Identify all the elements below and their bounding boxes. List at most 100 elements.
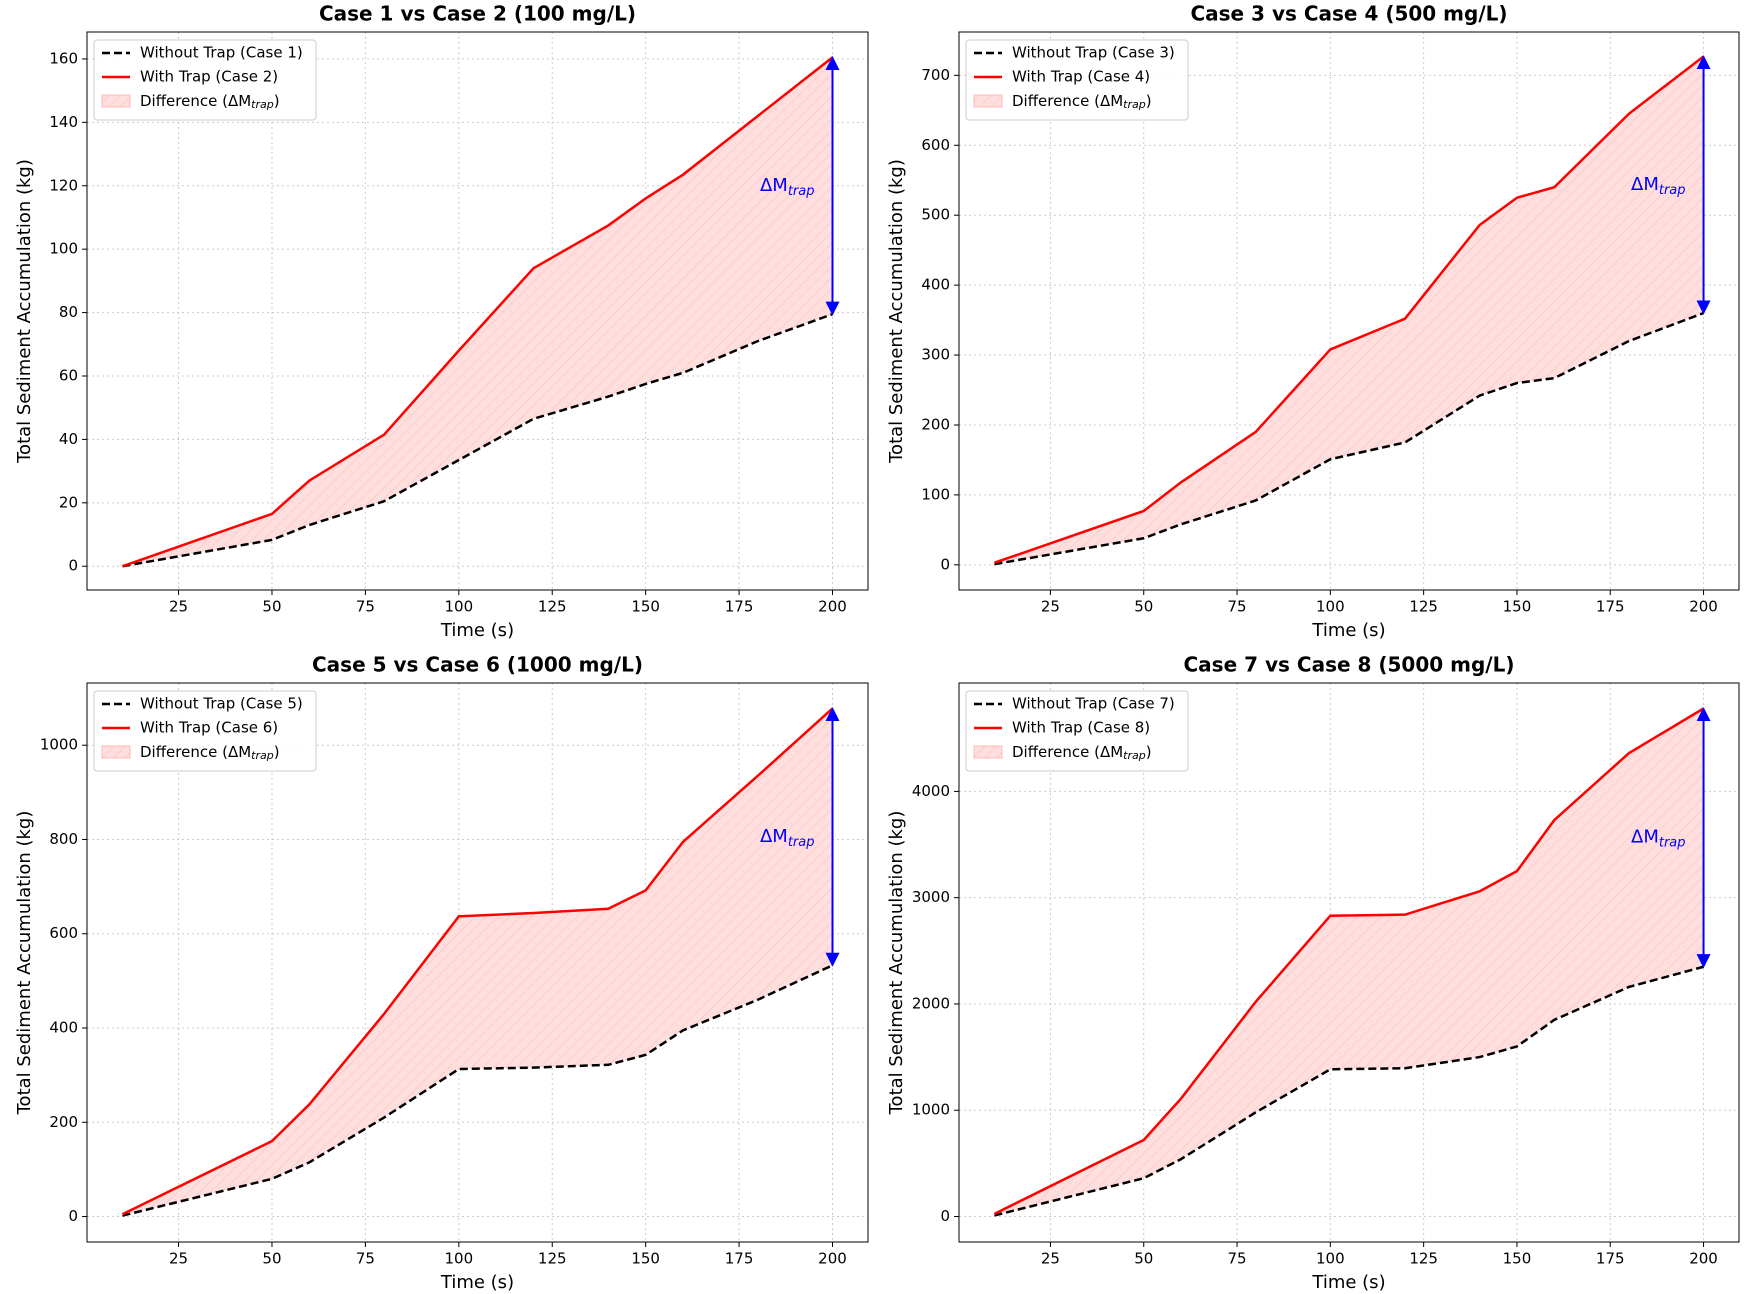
y-tick-label: 500 [921,206,950,224]
series-line [121,707,834,1216]
difference-hatch [122,57,833,567]
x-tick-label: 150 [1503,1250,1532,1268]
x-tick-label: 125 [1409,1250,1438,1268]
y-tick-label: 0 [68,1207,78,1225]
legend-label-sub: trap [1123,98,1146,111]
y-tick-label: 160 [49,49,78,67]
legend-label: With Trap (Case 6) [140,719,278,737]
annotation-sub: trap [788,834,815,849]
plot-frame [86,682,869,1243]
y-tick-label: 2000 [912,994,950,1012]
legend-label: Without Trap (Case 5) [140,695,303,713]
legend-label-part: ) [274,92,280,110]
legend-label: With Trap (Case 8) [1012,719,1150,737]
x-tick-label: 200 [1689,598,1718,616]
plot-frame [958,31,1740,591]
series-line [122,56,834,568]
x-tick-label: 50 [262,1250,281,1268]
y-tick-label: 1000 [40,736,78,754]
y-tick-label: 1000 [912,1101,950,1119]
legend-label: With Trap (Case 4) [1012,68,1150,86]
annotation: ΔMtrap [760,826,815,850]
x-tick-label: 100 [444,598,473,616]
legend-label: Without Trap (Case 1) [140,44,303,62]
x-tick-label: 75 [356,598,375,616]
legend-label-part: Difference ( [140,92,228,110]
series-line [993,707,1705,1215]
x-tick-label: 50 [262,598,281,616]
annotation-main: ΔM [1631,174,1659,195]
legend-swatch-hatch [102,746,130,758]
y-tick-label: 3000 [912,888,950,906]
legend-label: Without Trap (Case 3) [1012,44,1175,62]
chart-title: Case 1 vs Case 2 (100 mg/L) [319,2,636,26]
y-tick-label: 140 [49,113,78,131]
legend-label-sub: trap [1123,749,1146,762]
x-tick-label: 150 [631,598,660,616]
y-tick-label: 0 [940,1207,950,1225]
y-axis-label: Total Sediment Accumulation (kg) [886,159,907,464]
y-tick-label: 700 [921,66,950,84]
y-tick-label: 80 [59,303,78,321]
x-axis-label: Time (s) [1311,620,1385,641]
legend-swatch-hatch [974,746,1002,758]
difference-hatch [994,56,1704,565]
series-line [122,964,834,1217]
x-tick-label: 175 [725,598,754,616]
x-tick-label: 100 [1316,598,1345,616]
chart-title: Case 7 vs Case 8 (5000 mg/L) [1184,653,1515,677]
x-tick-label: 75 [1227,1250,1246,1268]
annotation-main: ΔM [760,175,788,196]
legend-box [965,690,1189,772]
y-axis-label: Total Sediment Accumulation (kg) [14,159,35,464]
x-axis-label: Time (s) [440,1272,514,1293]
annotation-main: ΔM [1631,827,1659,848]
y-tick-label: 200 [49,1113,78,1131]
y-tick-label: 400 [49,1019,78,1037]
annotation: ΔMtrap [1631,174,1686,198]
x-tick-label: 175 [1596,1250,1625,1268]
series-line [994,311,1704,566]
legend-label-part: ) [274,743,280,761]
x-axis-label: Time (s) [1311,1272,1385,1293]
y-tick-label: 100 [49,240,78,258]
x-tick-label: 50 [1134,598,1153,616]
x-tick-label: 25 [1041,598,1060,616]
x-tick-label: 25 [169,598,188,616]
legend-label: Difference (ΔMtrap) [140,92,280,112]
legend-box [93,690,317,772]
x-tick-label: 50 [1134,1250,1153,1268]
y-tick-label: 4000 [912,782,950,800]
legend-label-part: Difference ( [1012,92,1100,110]
legend-label-part: ΔM [1100,92,1123,110]
y-tick-label: 120 [49,176,78,194]
legend-label: Difference (ΔMtrap) [1012,92,1152,112]
y-tick-label: 200 [921,415,950,433]
x-tick-label: 150 [631,1250,660,1268]
chart-title: Case 5 vs Case 6 (1000 mg/L) [312,653,643,677]
legend-label-part: Difference ( [1012,743,1100,761]
x-tick-label: 125 [538,1250,567,1268]
annotation-sub: trap [1659,835,1686,850]
x-tick-label: 175 [725,1250,754,1268]
x-tick-label: 100 [444,1250,473,1268]
legend-box [93,39,317,121]
x-tick-label: 125 [1409,598,1438,616]
y-tick-label: 600 [921,136,950,154]
plot-frame [86,31,869,591]
y-tick-label: 0 [68,557,78,575]
legend-swatch-hatch [974,95,1002,107]
x-tick-label: 200 [818,598,847,616]
series-line [994,55,1705,564]
y-tick-label: 800 [49,830,78,848]
y-tick-label: 600 [49,924,78,942]
legend-box [965,39,1189,121]
legend-label-part: Difference ( [140,743,228,761]
y-tick-label: 60 [59,366,78,384]
y-axis-label: Total Sediment Accumulation (kg) [14,811,35,1116]
y-tick-label: 100 [921,485,950,503]
legend-label-sub: trap [251,98,274,111]
difference-hatch [994,708,1704,1216]
annotation-main: ΔM [760,826,788,847]
